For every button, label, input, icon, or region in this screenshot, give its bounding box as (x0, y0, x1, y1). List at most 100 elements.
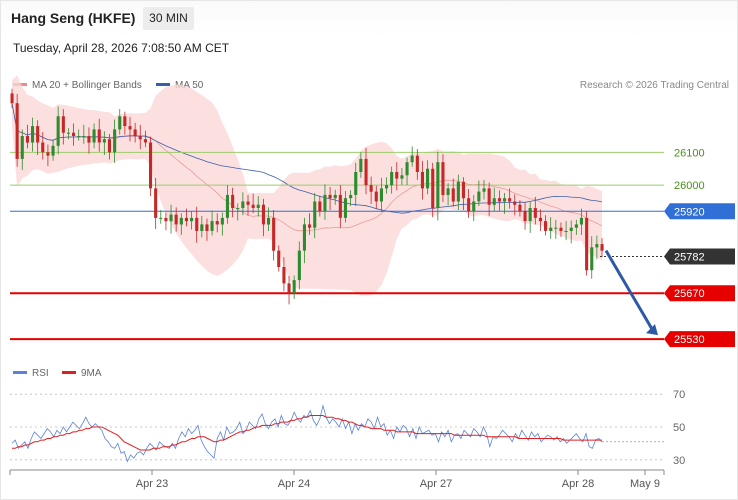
ma50-line (11, 103, 603, 214)
candle-body (215, 221, 219, 225)
rsi-ma-line (12, 415, 602, 451)
candle-body (569, 227, 573, 231)
candle-body (338, 194, 342, 218)
rsi-swatch (13, 370, 27, 374)
legend-rsi-ma: 9MA (62, 368, 102, 379)
candle-body (195, 217, 199, 231)
candle-body (487, 188, 491, 205)
ma50-swatch (156, 82, 170, 86)
candle-body (113, 129, 117, 153)
candle-body (554, 227, 558, 229)
candle-body (492, 198, 496, 205)
candle-body (292, 280, 296, 294)
candle-body (256, 204, 260, 208)
candle-body (420, 172, 424, 189)
candle-body (282, 267, 286, 284)
candle-body (143, 139, 147, 143)
candle-body (297, 250, 301, 281)
candle-body (313, 201, 317, 228)
level-label-26000: 26000 (674, 180, 705, 192)
candle-body (164, 217, 168, 222)
candle-body (128, 126, 132, 130)
x-label-may-9: May 9 (630, 478, 660, 490)
candle-body (149, 142, 153, 189)
candle-body (231, 194, 235, 208)
candle-body (451, 188, 455, 202)
legend-ma50-label: MA 50 (175, 80, 204, 91)
candle-body (102, 139, 106, 143)
candle-body (461, 181, 465, 199)
candle-body (513, 201, 517, 205)
candle-body (579, 217, 583, 225)
candle-body (385, 185, 389, 189)
candle-body (544, 221, 548, 231)
timeframe-button[interactable]: 30 MIN (143, 7, 194, 30)
candle-body (25, 136, 29, 143)
candle-body (20, 136, 24, 159)
candle-body (205, 224, 209, 231)
candle-body (287, 283, 291, 294)
candle-body (72, 132, 76, 136)
candle-body (441, 162, 445, 195)
candle-body (97, 129, 101, 143)
candle-body (210, 221, 214, 231)
candle-body (220, 217, 224, 225)
candle-body (36, 126, 40, 143)
candle-body (184, 217, 188, 222)
candle-body (31, 126, 35, 143)
candle-body (405, 162, 409, 176)
candle-body (190, 217, 194, 222)
candle-body (533, 208, 537, 218)
candle-body (272, 217, 276, 251)
candle-body (138, 136, 142, 140)
candle-body (379, 188, 383, 202)
level-tag-25920 (664, 203, 735, 220)
projection-arrow-head (646, 324, 658, 336)
candle-body (46, 152, 50, 156)
candle-body (154, 188, 158, 218)
candle-body (66, 132, 70, 134)
rsi-tick-50: 50 (673, 422, 685, 434)
candle-body (333, 194, 337, 199)
candle-body (410, 155, 414, 163)
candle-body (200, 224, 204, 231)
candle-body (302, 224, 306, 251)
candle-body (390, 172, 394, 186)
candle-body (585, 217, 589, 271)
candle-body (528, 208, 532, 222)
candle-body (82, 136, 86, 137)
level-label-25530: 25530 (674, 334, 705, 346)
candle-body (503, 198, 507, 202)
candle-body (92, 129, 96, 143)
candle-body (133, 129, 137, 136)
candle-body (518, 204, 522, 212)
rsi-tick-30: 30 (673, 455, 685, 467)
candle-body (246, 201, 250, 205)
candle-body (559, 227, 563, 231)
candle-body (277, 250, 281, 267)
candle-body (15, 103, 19, 159)
legend-ma20-label: MA 20 + Bollinger Bands (32, 80, 142, 91)
candle-body (431, 168, 435, 208)
level-tag-25670 (664, 285, 735, 302)
candle-body (77, 136, 81, 137)
header-bar (1, 1, 737, 37)
rsi-tick-70: 70 (673, 389, 685, 401)
candle-body (328, 194, 332, 199)
candle-body (107, 139, 111, 153)
legend-rsi: RSI (13, 368, 49, 379)
candle-body (56, 116, 60, 146)
candle-body (436, 162, 440, 209)
x-label-apr-24: Apr 24 (278, 478, 310, 490)
candle-body (523, 211, 527, 222)
candle-body (538, 217, 542, 222)
instrument-title: Hang Seng (HKFE) (11, 10, 136, 26)
rsi-ma-swatch (62, 370, 76, 374)
candle-body (308, 224, 312, 228)
candle-body (123, 116, 127, 127)
candle-body (364, 158, 368, 186)
candle-body (590, 247, 594, 271)
candle-body (61, 116, 65, 133)
candle-body (508, 198, 512, 202)
